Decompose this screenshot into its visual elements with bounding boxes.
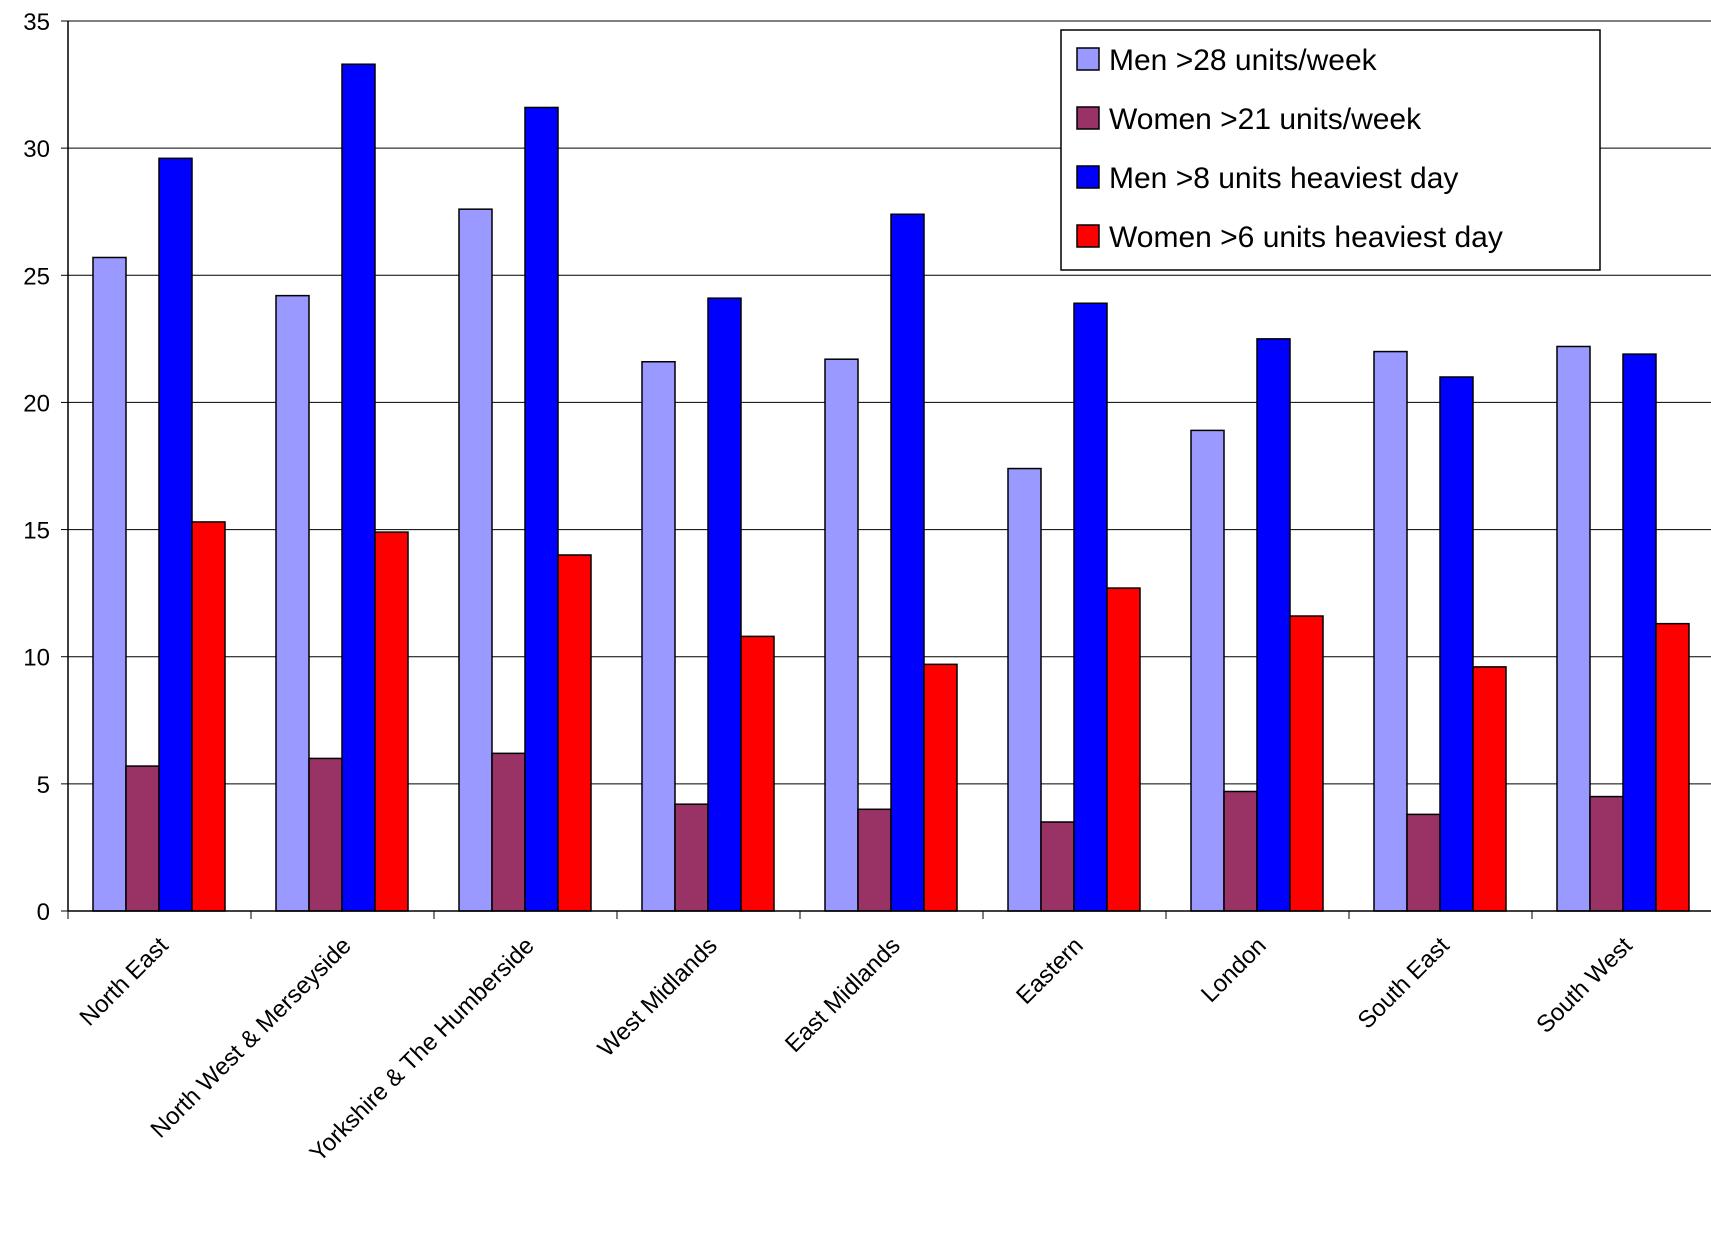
legend-swatch (1076, 224, 1100, 248)
legend-label: Men >8 units heaviest day (1109, 162, 1458, 195)
bar-2-2 (308, 757, 343, 912)
legend-swatch (1076, 106, 1100, 130)
bar-4-8 (1472, 666, 1507, 912)
bar-3-5 (890, 213, 925, 912)
bar-1-3 (458, 208, 493, 912)
bar-2-8 (1406, 813, 1441, 912)
bar-2-9 (1589, 795, 1624, 912)
y-tick-label: 0 (37, 899, 50, 926)
bar-4-7 (1289, 615, 1324, 912)
bar-1-9 (1556, 345, 1591, 912)
category-label: London (1196, 932, 1272, 1008)
category-label: North West & Merseyside (146, 932, 357, 1143)
y-tick-label: 10 (23, 645, 50, 672)
bar-3-2 (341, 63, 376, 912)
bar-4-9 (1655, 622, 1690, 912)
legend: Men >28 units/week Women >21 units/week Me… (1060, 29, 1601, 271)
y-tick-label: 30 (23, 136, 50, 163)
bar-1-4 (641, 360, 676, 912)
bar-4-1 (191, 521, 226, 912)
bar-1-7 (1190, 429, 1225, 912)
bar-3-1 (158, 157, 193, 912)
bar-1-8 (1373, 350, 1408, 912)
bar-2-7 (1223, 790, 1258, 912)
bars (92, 63, 1690, 912)
y-tick-label: 20 (23, 390, 50, 417)
bar-1-6 (1007, 467, 1042, 912)
y-tick-label: 25 (23, 263, 50, 290)
axes (61, 20, 1711, 919)
legend-label: Women >6 units heaviest day (1109, 221, 1503, 254)
bar-3-8 (1439, 376, 1474, 912)
bar-2-3 (491, 752, 526, 912)
legend-swatch (1076, 47, 1100, 71)
bar-4-3 (557, 554, 592, 912)
bar-3-3 (524, 106, 559, 912)
legend-label: Women >21 units/week (1109, 103, 1422, 136)
bar-4-6 (1106, 587, 1141, 912)
bar-2-1 (125, 765, 160, 912)
y-tick-label: 15 (23, 518, 50, 545)
legend-swatch (1076, 165, 1100, 189)
category-label: North East (74, 932, 173, 1031)
y-tick-label: 5 (37, 772, 50, 799)
category-label: Eastern (1011, 932, 1089, 1010)
bar-4-4 (740, 635, 775, 912)
bar-1-5 (824, 358, 859, 912)
bar-2-6 (1040, 821, 1075, 912)
bar-2-5 (857, 808, 892, 912)
bar-1-1 (92, 256, 127, 912)
legend-label: Men >28 units/week (1109, 44, 1378, 77)
bar-3-9 (1622, 353, 1657, 912)
bar-3-6 (1073, 302, 1108, 912)
category-label: South East (1353, 932, 1455, 1034)
bar-3-7 (1256, 338, 1291, 912)
category-label: South West (1531, 932, 1638, 1039)
bar-4-2 (374, 531, 409, 912)
y-tick-label: 35 (23, 9, 50, 36)
bar-4-5 (923, 663, 958, 912)
category-label: West Midlands (593, 932, 723, 1062)
category-label: East Midlands (780, 932, 906, 1058)
bar-3-4 (707, 297, 742, 912)
bar-2-4 (674, 803, 709, 912)
bar-1-2 (275, 294, 310, 912)
legend-box (1060, 29, 1601, 271)
